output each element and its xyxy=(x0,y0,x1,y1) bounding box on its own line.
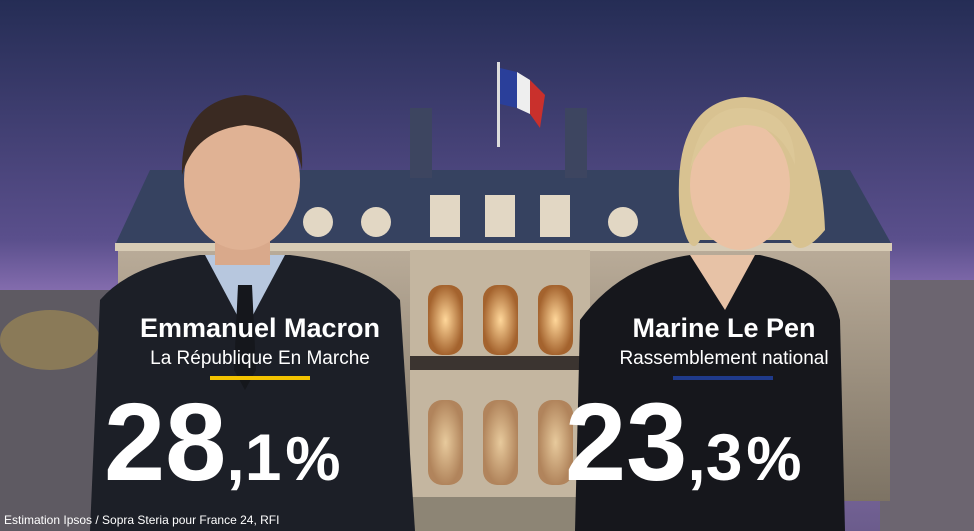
side-building xyxy=(880,280,974,531)
result: 23,3% xyxy=(565,381,802,504)
candidate-name: Emmanuel Macron xyxy=(140,313,380,343)
result-whole: 23 xyxy=(565,381,687,504)
party-color-bar xyxy=(673,376,773,380)
candidate-photo xyxy=(90,95,415,531)
party-name: Rassemblement national xyxy=(619,348,828,369)
result-unit: % xyxy=(285,425,340,494)
candidate-name: Marine Le Pen xyxy=(632,313,815,343)
party-color-bar xyxy=(210,376,310,380)
candidate-photo xyxy=(575,97,845,531)
result: 28,1% xyxy=(104,381,341,504)
result-whole: 28 xyxy=(104,381,226,504)
party-name: La République En Marche xyxy=(150,348,370,369)
result-unit: % xyxy=(746,425,801,494)
glass-dome xyxy=(0,310,100,370)
flag xyxy=(497,62,545,147)
result-decimal: ,1 xyxy=(226,420,281,494)
source-note: Estimation Ipsos / Sopra Steria pour Fra… xyxy=(4,513,279,527)
result-decimal: ,3 xyxy=(687,420,742,494)
